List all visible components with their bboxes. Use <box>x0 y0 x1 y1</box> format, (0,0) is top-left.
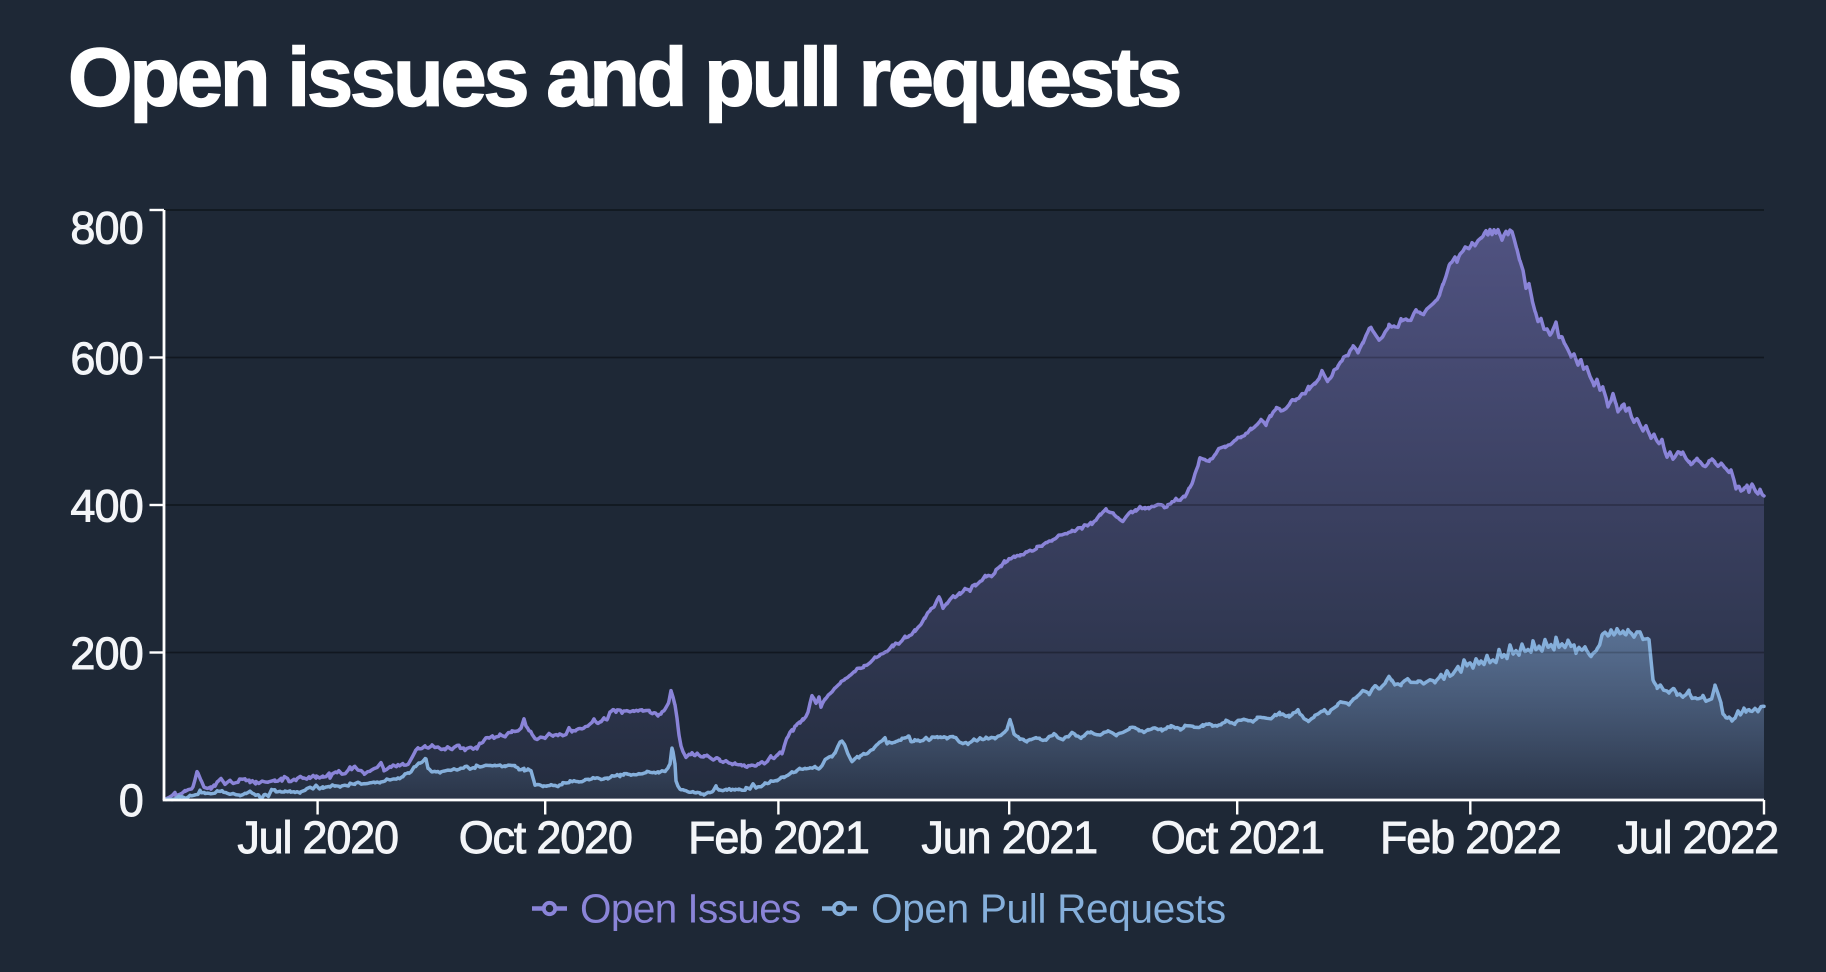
svg-text:0: 0 <box>119 775 143 826</box>
svg-text:Feb 2021: Feb 2021 <box>688 812 869 863</box>
svg-text:Feb 2022: Feb 2022 <box>1380 812 1561 863</box>
svg-text:Open Pull Requests: Open Pull Requests <box>871 886 1226 932</box>
svg-text:Open issues and pull requests: Open issues and pull requests <box>68 31 1179 124</box>
svg-text:Open Issues: Open Issues <box>580 886 801 932</box>
svg-text:800: 800 <box>70 203 143 254</box>
svg-text:Oct 2020: Oct 2020 <box>459 812 632 863</box>
svg-text:Jun 2021: Jun 2021 <box>921 812 1097 863</box>
svg-text:400: 400 <box>70 480 143 531</box>
svg-text:200: 200 <box>70 628 143 679</box>
svg-text:Oct 2021: Oct 2021 <box>1151 812 1324 863</box>
svg-text:Jul 2020: Jul 2020 <box>237 812 398 863</box>
svg-text:600: 600 <box>70 333 143 384</box>
svg-text:Jul 2022: Jul 2022 <box>1617 812 1778 863</box>
